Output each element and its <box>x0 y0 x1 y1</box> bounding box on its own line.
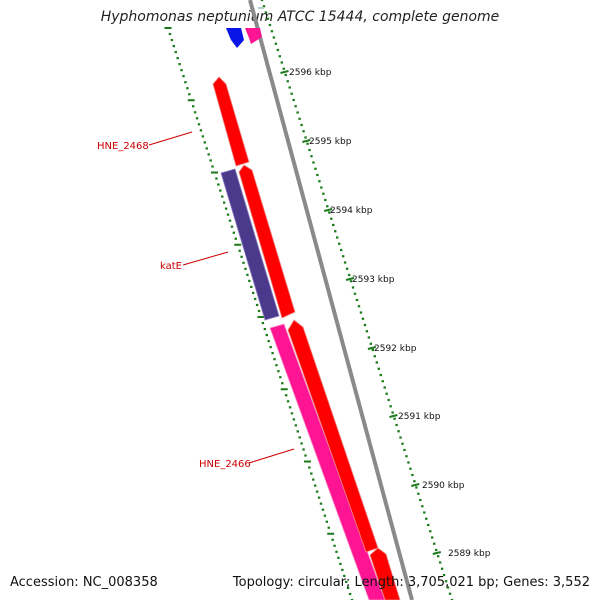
genome-backbone <box>248 0 414 600</box>
kbp-label-2595: 2595 kbp <box>309 137 352 147</box>
cds-hne-2466 <box>269 323 386 600</box>
gene-label-hne-2468: HNE_2468 <box>97 141 149 152</box>
cds-forward-c <box>369 547 401 600</box>
cds-hne-2468 <box>212 76 250 167</box>
kbp-label-2594: 2594 kbp <box>330 206 373 216</box>
kbp-ruler-track <box>260 0 454 600</box>
topology-text: Topology: circular; Length: 3,705,021 bp… <box>232 575 590 590</box>
kbp-label-2589: 2589 kbp <box>448 549 491 559</box>
kbp-labels: 2596 kbp 2595 kbp 2594 kbp 2593 kbp 2592… <box>289 68 491 559</box>
kbp-label-2593: 2593 kbp <box>352 275 395 285</box>
kbp-label-2591: 2591 kbp <box>398 412 441 422</box>
ruler-major-tick <box>302 139 311 143</box>
ruler-major-tick <box>367 346 377 350</box>
leader-kate <box>182 251 229 266</box>
ruler-major-tick <box>323 208 333 212</box>
gc-skew-track-inner <box>164 27 354 600</box>
kbp-label-2590: 2590 kbp <box>422 481 465 491</box>
cds-kate <box>220 168 280 321</box>
cds-blue-top <box>226 28 244 48</box>
ruler-major-tick <box>411 483 420 487</box>
gene-label-hne-2466: HNE_2466 <box>199 459 251 470</box>
cds-forward-a <box>238 164 296 319</box>
kbp-label-2592: 2592 kbp <box>374 344 417 354</box>
map-title: Hyphomonas neptunium ATCC 15444, complet… <box>100 9 500 25</box>
cds-pink-top <box>245 28 262 44</box>
ruler-major-tick <box>280 70 289 74</box>
leader-hne-2468 <box>148 131 193 146</box>
ruler-major-tick <box>389 414 398 418</box>
ruler-major-tick <box>432 551 442 555</box>
kbp-label-2596: 2596 kbp <box>289 68 332 78</box>
ruler-major-tick <box>345 277 355 281</box>
accession-text: Accession: NC_008358 <box>10 575 158 590</box>
gene-label-kate: katE <box>160 261 182 272</box>
leader-hne-2466 <box>248 448 295 464</box>
cds-forward-b <box>287 319 379 553</box>
